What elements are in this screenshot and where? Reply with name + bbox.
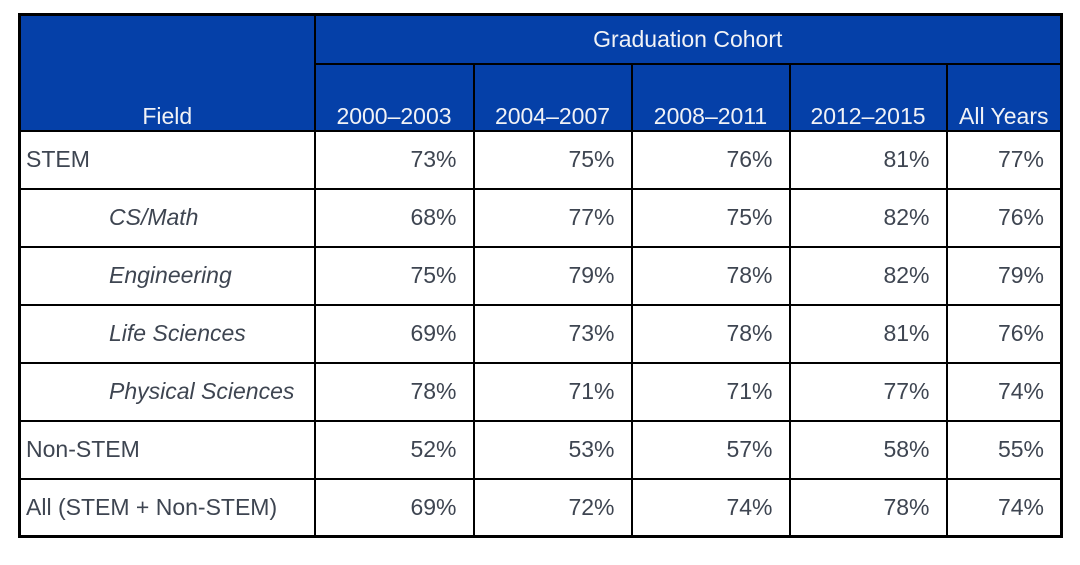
table-row-engineering: Engineering 75% 79% 78% 82% 79%	[18, 245, 1063, 306]
row-label: Physical Sciences	[18, 361, 316, 422]
row-label: All (STEM + Non-STEM)	[18, 477, 316, 538]
table-row-life-sciences: Life Sciences 69% 73% 78% 81% 76%	[18, 303, 1063, 364]
cell-value: 81%	[788, 303, 948, 364]
table-row-non-stem: Non-STEM 52% 53% 57% 58% 55%	[18, 419, 1063, 480]
cell-value: 74%	[945, 477, 1063, 538]
table-row-cs-math: CS/Math 68% 77% 75% 82% 76%	[18, 187, 1063, 248]
cell-value: 76%	[945, 303, 1063, 364]
cohort-header-2012-2015: 2012–2015	[788, 62, 948, 132]
cell-value: 75%	[630, 187, 791, 248]
row-label: Engineering	[18, 245, 316, 306]
cohort-header-row: 2000–2003 2004–2007 2008–2011 2012–2015 …	[20, 62, 1063, 132]
cell-value: 55%	[945, 419, 1063, 480]
cell-value: 77%	[472, 187, 633, 248]
cell-value: 71%	[472, 361, 633, 422]
cell-value: 82%	[788, 245, 948, 306]
cell-value: 77%	[945, 129, 1063, 190]
cell-value: 75%	[472, 129, 633, 190]
cell-value: 74%	[945, 361, 1063, 422]
cell-value: 73%	[313, 129, 475, 190]
cell-value: 73%	[472, 303, 633, 364]
cell-value: 82%	[788, 187, 948, 248]
cell-value: 72%	[472, 477, 633, 538]
table-row-all: All (STEM + Non-STEM) 69% 72% 74% 78% 74…	[18, 477, 1063, 538]
cell-value: 77%	[788, 361, 948, 422]
cell-value: 81%	[788, 129, 948, 190]
cell-value: 57%	[630, 419, 791, 480]
cell-value: 52%	[313, 419, 475, 480]
table-row-physical-sciences: Physical Sciences 78% 71% 71% 77% 74%	[18, 361, 1063, 422]
row-label: Life Sciences	[18, 303, 316, 364]
cell-value: 58%	[788, 419, 948, 480]
cell-value: 79%	[472, 245, 633, 306]
cohort-header-2004-2007: 2004–2007	[472, 62, 633, 132]
row-label: STEM	[18, 129, 316, 190]
cohort-header-all-years: All Years	[945, 62, 1063, 132]
field-column-header: Field	[18, 13, 316, 132]
table-row-stem: STEM 73% 75% 76% 81% 77%	[18, 129, 1063, 190]
cohort-header-2008-2011: 2008–2011	[630, 62, 791, 132]
group-header-row: Field Graduation Cohort	[18, 13, 1063, 132]
cell-value: 53%	[472, 419, 633, 480]
cell-value: 76%	[630, 129, 791, 190]
graduation-rates-table: Field Graduation Cohort 2000–2003 2004–2…	[18, 13, 1064, 538]
cohort-header-2000-2003: 2000–2003	[313, 62, 475, 132]
graduation-cohort-header: Graduation Cohort	[313, 13, 1063, 65]
cell-value: 76%	[945, 187, 1063, 248]
row-label: Non-STEM	[18, 419, 316, 480]
cell-value: 78%	[788, 477, 948, 538]
cell-value: 78%	[630, 303, 791, 364]
cell-value: 71%	[630, 361, 791, 422]
cell-value: 69%	[313, 303, 475, 364]
cell-value: 75%	[313, 245, 475, 306]
cell-value: 79%	[945, 245, 1063, 306]
cell-value: 74%	[630, 477, 791, 538]
cell-value: 68%	[313, 187, 475, 248]
cell-value: 78%	[313, 361, 475, 422]
row-label: CS/Math	[18, 187, 316, 248]
cell-value: 78%	[630, 245, 791, 306]
cell-value: 69%	[313, 477, 475, 538]
